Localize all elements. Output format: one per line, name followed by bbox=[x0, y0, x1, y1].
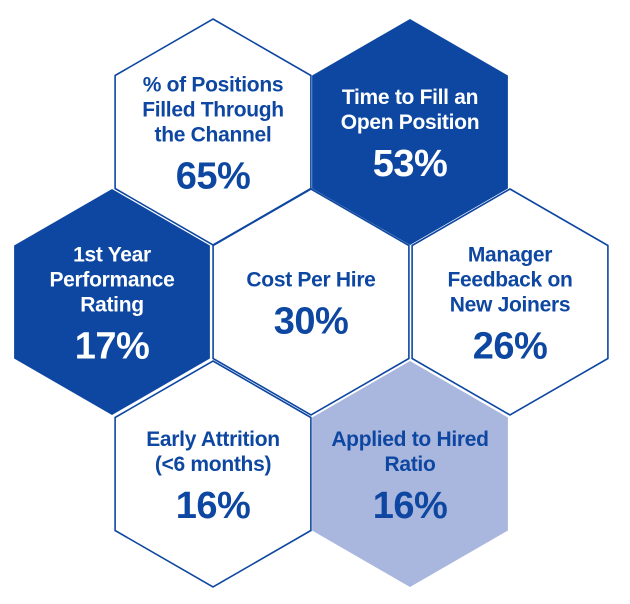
metric-label-line: (<6 months) bbox=[155, 453, 271, 476]
metric-value: 17% bbox=[75, 326, 150, 368]
hexagon-shape bbox=[114, 360, 312, 588]
hexagon-cost-per-hire: Cost Per Hire 30% bbox=[212, 188, 410, 416]
metric-label-line: 1st Year bbox=[73, 244, 151, 267]
hexagon-shape bbox=[312, 19, 508, 245]
metric-value: 30% bbox=[274, 301, 349, 343]
metric-value: 16% bbox=[176, 485, 251, 527]
hexagon-shape bbox=[411, 188, 609, 416]
hexagon-shape bbox=[212, 188, 410, 416]
metric-label-line: Early Attrition bbox=[146, 428, 280, 451]
metric-label-line: Performance bbox=[49, 269, 174, 292]
metric-label-line: Open Position bbox=[341, 111, 479, 134]
metric-value: 65% bbox=[176, 156, 251, 198]
metric-label-line: Time to Fill an bbox=[342, 86, 478, 109]
metric-label-line: Ratio bbox=[384, 453, 435, 476]
metric-label-line: Filled Through bbox=[142, 99, 284, 122]
metric-value: 16% bbox=[373, 485, 448, 527]
metric-label-line: % of Positions bbox=[143, 74, 283, 97]
metric-label-line: Applied to Hired bbox=[331, 428, 488, 451]
metric-label-line: Cost Per Hire bbox=[246, 269, 375, 292]
metric-label-line: Manager bbox=[468, 244, 552, 267]
metric-label-line: Rating bbox=[80, 294, 144, 317]
hexagon-shape bbox=[312, 361, 508, 587]
metric-value: 53% bbox=[373, 143, 448, 185]
hexagon-early-attrition: Early Attrition(<6 months) 16% bbox=[114, 360, 312, 588]
metric-value: 26% bbox=[473, 326, 548, 368]
metric-label-line: New Joiners bbox=[450, 294, 570, 317]
metric-label-line: the Channel bbox=[155, 124, 272, 147]
hexagon-shape bbox=[14, 189, 210, 415]
metric-label-line: Feedback on bbox=[447, 269, 572, 292]
